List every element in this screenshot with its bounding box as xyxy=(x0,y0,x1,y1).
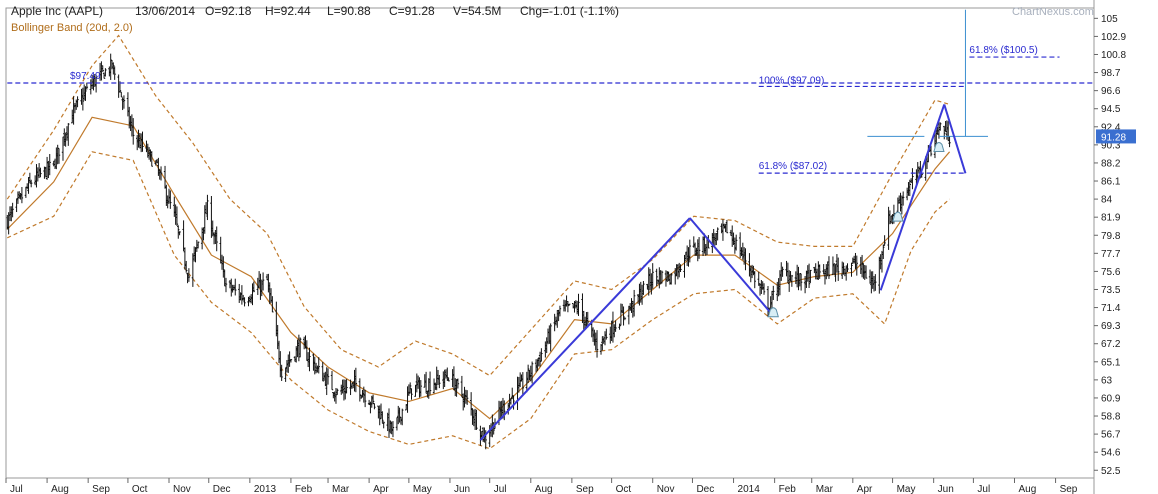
time-tick-label: Feb xyxy=(295,484,313,494)
time-tick-label: Sep xyxy=(576,484,594,494)
time-tick-label: Aug xyxy=(1018,484,1036,494)
time-tick-label: Jul xyxy=(977,484,990,494)
signal-marker xyxy=(933,141,945,152)
price-tick-label: 86.1 xyxy=(1101,177,1121,188)
price-tick-label: 96.6 xyxy=(1101,86,1121,97)
header-volume: V=54.5M xyxy=(453,4,501,18)
brand-watermark: ChartNexus.com xyxy=(1012,6,1094,18)
band-lower-line xyxy=(7,151,950,450)
fib-level-label: 61.8% ($87.02) xyxy=(759,161,827,172)
price-tick-label: 84 xyxy=(1101,195,1113,206)
price-tick-label: 56.7 xyxy=(1101,430,1121,441)
price-tick-label: 52.5 xyxy=(1101,466,1121,477)
time-tick-label: 2013 xyxy=(254,484,277,494)
time-tick-label: Jul xyxy=(10,484,23,494)
header-change: Chg=-1.01 (-1.1%) xyxy=(520,4,619,18)
header-date: 13/06/2014 xyxy=(135,4,195,18)
fib-level-label: $97.49 xyxy=(70,71,101,82)
trend-line xyxy=(943,104,967,174)
fib-level-label: 100% ($97.09) xyxy=(759,75,825,86)
indicator-label: Bollinger Band (20d, 2.0) xyxy=(11,22,133,34)
price-tick-label: 58.8 xyxy=(1101,412,1121,423)
time-tick-label: Dec xyxy=(696,484,714,494)
time-tick-label: Oct xyxy=(132,484,148,494)
signal-marker xyxy=(892,211,904,222)
time-tick-label: Nov xyxy=(173,484,191,494)
price-tick-label: 67.2 xyxy=(1101,339,1121,350)
band-middle-line xyxy=(6,116,951,420)
band-upper-line xyxy=(6,34,950,377)
last-price-badge xyxy=(1096,129,1136,144)
price-tick-label: 98.7 xyxy=(1101,68,1121,79)
chart-title: Apple Inc (AAPL) xyxy=(11,4,103,18)
price-tick-label: 54.6 xyxy=(1101,448,1121,459)
time-tick-label: Jul xyxy=(494,484,507,494)
price-tick-label: 71.4 xyxy=(1101,303,1121,314)
price-tick-label: 65.1 xyxy=(1101,357,1121,368)
price-tick-label: 102.9 xyxy=(1101,32,1126,43)
time-tick-label: Aug xyxy=(535,484,553,494)
price-tick-label: 77.7 xyxy=(1101,249,1121,260)
trend-line xyxy=(479,217,691,441)
time-tick-label: May xyxy=(897,484,916,494)
price-tick-label: 105 xyxy=(1101,14,1118,25)
last-price-label: 91.28 xyxy=(1101,132,1126,143)
header-close: C=91.28 xyxy=(389,4,435,18)
header-low: L=90.88 xyxy=(327,4,371,18)
time-tick-label: Sep xyxy=(1060,484,1078,494)
time-tick-label: Feb xyxy=(779,484,797,494)
time-tick-label: Apr xyxy=(373,484,389,494)
price-tick-label: 73.5 xyxy=(1101,285,1121,296)
price-tick-label: 79.8 xyxy=(1101,231,1121,242)
header-high: H=92.44 xyxy=(265,4,311,18)
price-tick-label: 60.9 xyxy=(1101,393,1121,404)
time-tick-label: Nov xyxy=(657,484,675,494)
trend-line xyxy=(689,217,772,314)
time-tick-label: Sep xyxy=(92,484,110,494)
time-tick-label: Mar xyxy=(332,484,350,494)
price-tick-label: 88.2 xyxy=(1101,158,1121,169)
fib-level-label: 61.8% ($100.5) xyxy=(969,45,1037,56)
time-tick-label: Jun xyxy=(938,484,954,494)
price-tick-label: 90.3 xyxy=(1101,140,1121,151)
price-tick-label: 94.5 xyxy=(1101,104,1121,115)
time-tick-label: Jun xyxy=(454,484,470,494)
time-tick-label: Mar xyxy=(816,484,834,494)
price-tick-label: 92.4 xyxy=(1101,122,1121,133)
price-tick-label: 69.3 xyxy=(1101,321,1121,332)
time-tick-label: Apr xyxy=(857,484,873,494)
price-tick-label: 75.6 xyxy=(1101,267,1121,278)
signal-marker xyxy=(767,307,779,318)
price-tick-label: 63 xyxy=(1101,375,1113,386)
price-tick-label: 100.8 xyxy=(1101,50,1126,61)
header-open: O=92.18 xyxy=(205,4,252,18)
trend-line xyxy=(879,104,946,291)
price-tick-label: 81.9 xyxy=(1101,213,1121,224)
time-tick-label: Oct xyxy=(616,484,632,494)
time-tick-label: Aug xyxy=(51,484,69,494)
time-tick-label: 2014 xyxy=(738,484,761,494)
time-tick-label: Dec xyxy=(213,484,231,494)
time-tick-label: May xyxy=(413,484,432,494)
